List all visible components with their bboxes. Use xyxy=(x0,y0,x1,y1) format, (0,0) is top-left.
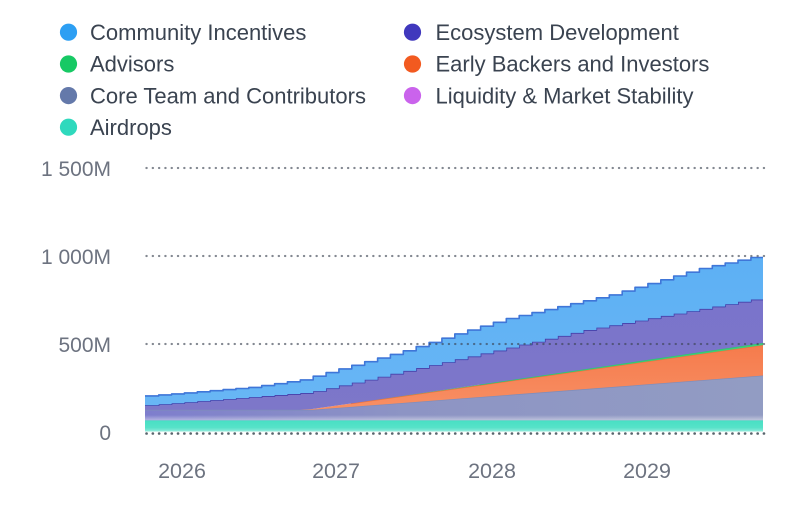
svg-text:1 500M: 1 500M xyxy=(41,158,111,181)
svg-text:2027: 2027 xyxy=(312,459,360,483)
svg-text:Ecosystem Development: Ecosystem Development xyxy=(436,20,679,45)
svg-text:Core Team and Contributors: Core Team and Contributors xyxy=(90,83,366,108)
svg-text:500M: 500M xyxy=(58,334,111,357)
svg-text:2026: 2026 xyxy=(158,459,206,483)
svg-text:2029: 2029 xyxy=(623,459,671,483)
svg-text:Airdrops: Airdrops xyxy=(90,115,172,140)
svg-text:2028: 2028 xyxy=(468,459,516,483)
svg-text:Community Incentives: Community Incentives xyxy=(90,20,306,45)
svg-text:Advisors: Advisors xyxy=(90,52,174,77)
svg-text:0: 0 xyxy=(99,422,111,445)
svg-text:Early Backers and Investors: Early Backers and Investors xyxy=(436,52,710,77)
svg-text:1 000M: 1 000M xyxy=(41,246,111,269)
svg-text:Liquidity & Market Stability: Liquidity & Market Stability xyxy=(436,83,694,108)
